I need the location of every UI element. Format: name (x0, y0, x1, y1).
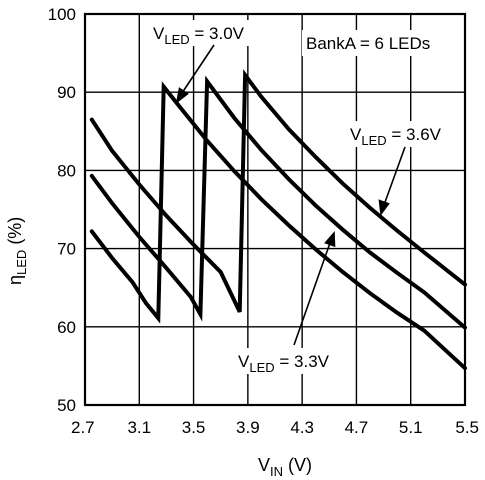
x-tick-label: 3.1 (127, 418, 151, 437)
series-line-2 (89, 75, 467, 330)
plot-frame (83, 12, 467, 407)
y-tick-label: 70 (57, 240, 76, 259)
y-tick-label: 90 (57, 83, 76, 102)
tick-labels: 2.7 3.1 3.5 3.9 4.3 4.7 5.1 5.5 50 60 70 80 90 100 (48, 5, 479, 437)
y-tick-label: 80 (57, 161, 76, 180)
x-axis-title: VIN (V) (258, 455, 312, 479)
y-axis-title: ηLED (%) (5, 217, 29, 285)
arrow-3v0-head (175, 87, 189, 104)
x-tick-label: 4.7 (345, 418, 369, 437)
x-tick-label: 5.5 (455, 418, 479, 437)
annotation-3v3-label: VLED = 3.3V (238, 352, 330, 375)
y-tick-label: 60 (57, 318, 76, 337)
series-line-1 (89, 81, 467, 371)
arrow-3v0-line (181, 44, 215, 94)
annotation-3v3-bg (234, 348, 354, 374)
annotation-3v0-label: VLED = 3.0V (153, 24, 245, 47)
arrow-3v6-line (383, 146, 406, 206)
x-tick-label: 2.7 (71, 418, 95, 437)
y-tick-label: 50 (57, 396, 76, 415)
annotation-3v0-bg (150, 20, 270, 46)
series-line-3 (89, 69, 467, 313)
x-tick-label: 3.5 (182, 418, 206, 437)
annotation-3v6-bg (346, 121, 463, 147)
x-tick-label: 4.3 (290, 418, 314, 437)
x-tick-label: 3.9 (236, 418, 260, 437)
annotation-3v6-label: VLED = 3.6V (350, 125, 442, 148)
arrow-3v3-head (324, 230, 336, 248)
arrow-3v3-line (293, 242, 331, 346)
arrow-3v6-head (378, 199, 390, 217)
y-tick-label: 100 (48, 5, 76, 24)
bank-note: BankA = 6 LEDs (306, 34, 430, 53)
note-bg (302, 30, 458, 56)
x-tick-label: 5.1 (399, 418, 423, 437)
annotation-arrows (175, 44, 406, 346)
series-layer (89, 69, 467, 371)
